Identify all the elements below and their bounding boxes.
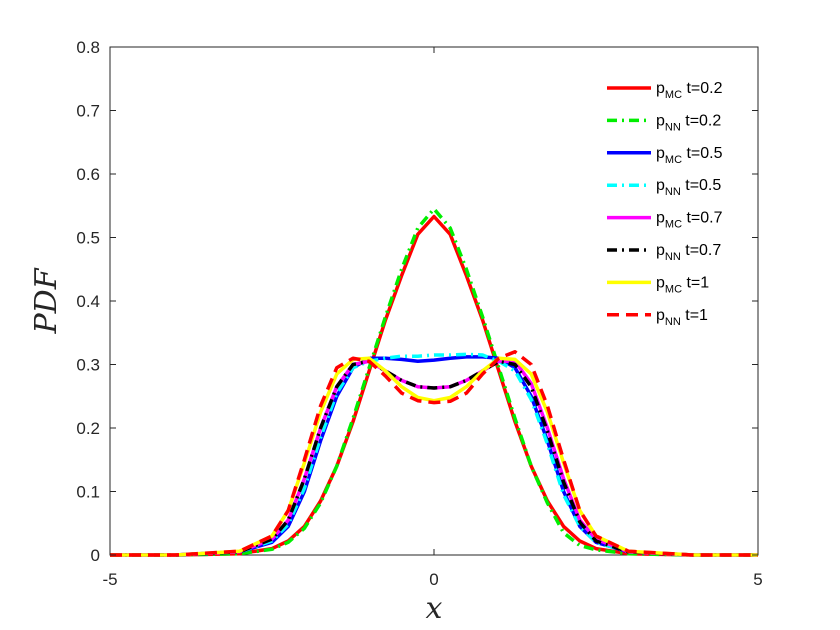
y-tick-label: 0.7 (76, 102, 100, 121)
legend-label: pMC t=0.2 (656, 80, 723, 101)
x-tick-label: 5 (753, 570, 762, 589)
series-line-8 (110, 350, 758, 557)
x-tick-label: 0 (429, 570, 438, 589)
series-layer (110, 207, 758, 557)
y-tick-label: 0.5 (76, 229, 100, 248)
y-tick-label: 0.6 (76, 165, 100, 184)
plot-area (109, 46, 759, 556)
y-tick-label: 0.4 (76, 292, 100, 311)
y-tick-label: 0 (91, 546, 100, 565)
axes-layer: 00.10.20.30.40.50.60.70.8-5 0 5 (76, 38, 762, 589)
legend-label: pMC t=1 (656, 274, 709, 295)
legend-label: pNN t=0.5 (656, 177, 721, 198)
legend-label: pMC t=0.5 (656, 145, 723, 166)
y-axis-title: PDF (29, 267, 64, 334)
legend-label: pMC t=0.7 (656, 210, 723, 231)
series-line-4 (110, 352, 758, 557)
legend-label: pNN t=0.2 (656, 112, 721, 133)
x-axis-title: x (426, 591, 443, 626)
y-tick-label: 0.3 (76, 356, 100, 375)
y-tick-label: 0.8 (76, 38, 100, 57)
x-tick-label: -5 (102, 570, 117, 589)
series-line-6 (110, 359, 758, 557)
y-tick-label: 0.1 (76, 483, 100, 502)
y-tick-label: 0.2 (76, 419, 100, 438)
legend-label: pNN t=0.7 (656, 242, 721, 263)
legend: pMC t=0.2 pNN t=0.2 pMC t=0.5 pNN t=0.5 pMC … (607, 80, 723, 328)
series-line-1 (110, 214, 758, 557)
legend-label: pNN t=1 (656, 307, 708, 328)
